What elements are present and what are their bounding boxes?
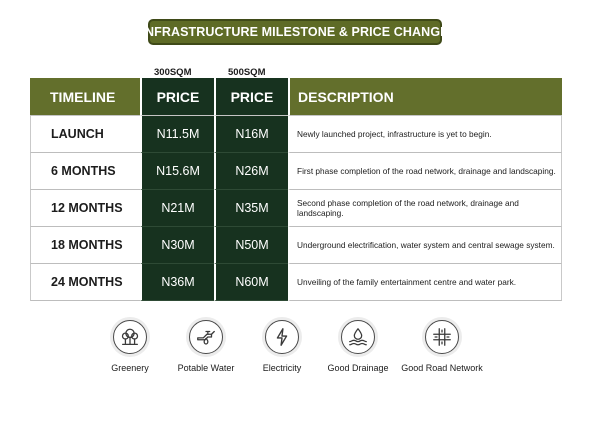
- lightning-icon: [265, 320, 299, 354]
- drainage-icon: [341, 320, 375, 354]
- header-description: DESCRIPTION: [288, 78, 562, 116]
- header-price-300sqm: PRICE: [140, 78, 214, 116]
- milestone-price-table: TIMELINE PRICE PRICE DESCRIPTION LAUNCH …: [30, 78, 562, 301]
- amenity-greenery: Greenery: [85, 320, 175, 373]
- amenity-label: Good Road Network: [401, 363, 483, 373]
- greenery-icon: [113, 320, 147, 354]
- table-row: 6 MONTHS N15.6M N26M First phase complet…: [30, 153, 562, 190]
- amenities-row: Greenery Potable Water Electricity: [100, 320, 500, 380]
- table-row: 12 MONTHS N21M N35M Second phase complet…: [30, 190, 562, 227]
- amenity-electricity: Electricity: [237, 320, 327, 373]
- cell-price-500sqm: N26M: [214, 153, 288, 190]
- cell-price-500sqm: N35M: [214, 190, 288, 227]
- size-label-500sqm: 500SQM: [228, 67, 266, 78]
- road-network-icon: [425, 320, 459, 354]
- cell-price-500sqm: N16M: [214, 116, 288, 153]
- cell-price-500sqm: N60M: [214, 264, 288, 301]
- cell-price-500sqm: N50M: [214, 227, 288, 264]
- header-timeline: TIMELINE: [30, 78, 140, 116]
- cell-price-300sqm: N15.6M: [140, 153, 214, 190]
- size-label-300sqm: 300SQM: [154, 67, 192, 78]
- amenity-label: Good Drainage: [327, 363, 389, 373]
- cell-timeline: LAUNCH: [30, 116, 140, 153]
- cell-timeline: 18 MONTHS: [30, 227, 140, 264]
- cell-price-300sqm: N30M: [140, 227, 214, 264]
- amenity-potable-water: Potable Water: [161, 320, 251, 373]
- cell-timeline: 12 MONTHS: [30, 190, 140, 227]
- page-title: INFRASTRUCTURE MILESTONE & PRICE CHANGE: [141, 19, 448, 45]
- cell-price-300sqm: N36M: [140, 264, 214, 301]
- cell-price-300sqm: N21M: [140, 190, 214, 227]
- water-tap-icon: [189, 320, 223, 354]
- cell-timeline: 24 MONTHS: [30, 264, 140, 301]
- amenity-good-road-network: Good Road Network: [397, 320, 487, 373]
- amenity-label: Greenery: [111, 363, 149, 373]
- cell-price-300sqm: N11.5M: [140, 116, 214, 153]
- header-price-500sqm: PRICE: [214, 78, 288, 116]
- table-row: 18 MONTHS N30M N50M Underground electrif…: [30, 227, 562, 264]
- cell-description: Newly launched project, infrastructure i…: [288, 116, 562, 153]
- table-header-row: TIMELINE PRICE PRICE DESCRIPTION: [30, 78, 562, 116]
- cell-description: Second phase completion of the road netw…: [288, 190, 562, 227]
- table-row: 24 MONTHS N36M N60M Unveiling of the fam…: [30, 264, 562, 301]
- amenity-label: Electricity: [262, 363, 302, 373]
- table-row: LAUNCH N11.5M N16M Newly launched projec…: [30, 116, 562, 153]
- amenity-good-drainage: Good Drainage: [313, 320, 403, 373]
- amenity-label: Potable Water: [177, 363, 235, 373]
- cell-description: First phase completion of the road netwo…: [288, 153, 562, 190]
- cell-description: Unveiling of the family entertainment ce…: [288, 264, 562, 301]
- cell-description: Underground electrification, water syste…: [288, 227, 562, 264]
- cell-timeline: 6 MONTHS: [30, 153, 140, 190]
